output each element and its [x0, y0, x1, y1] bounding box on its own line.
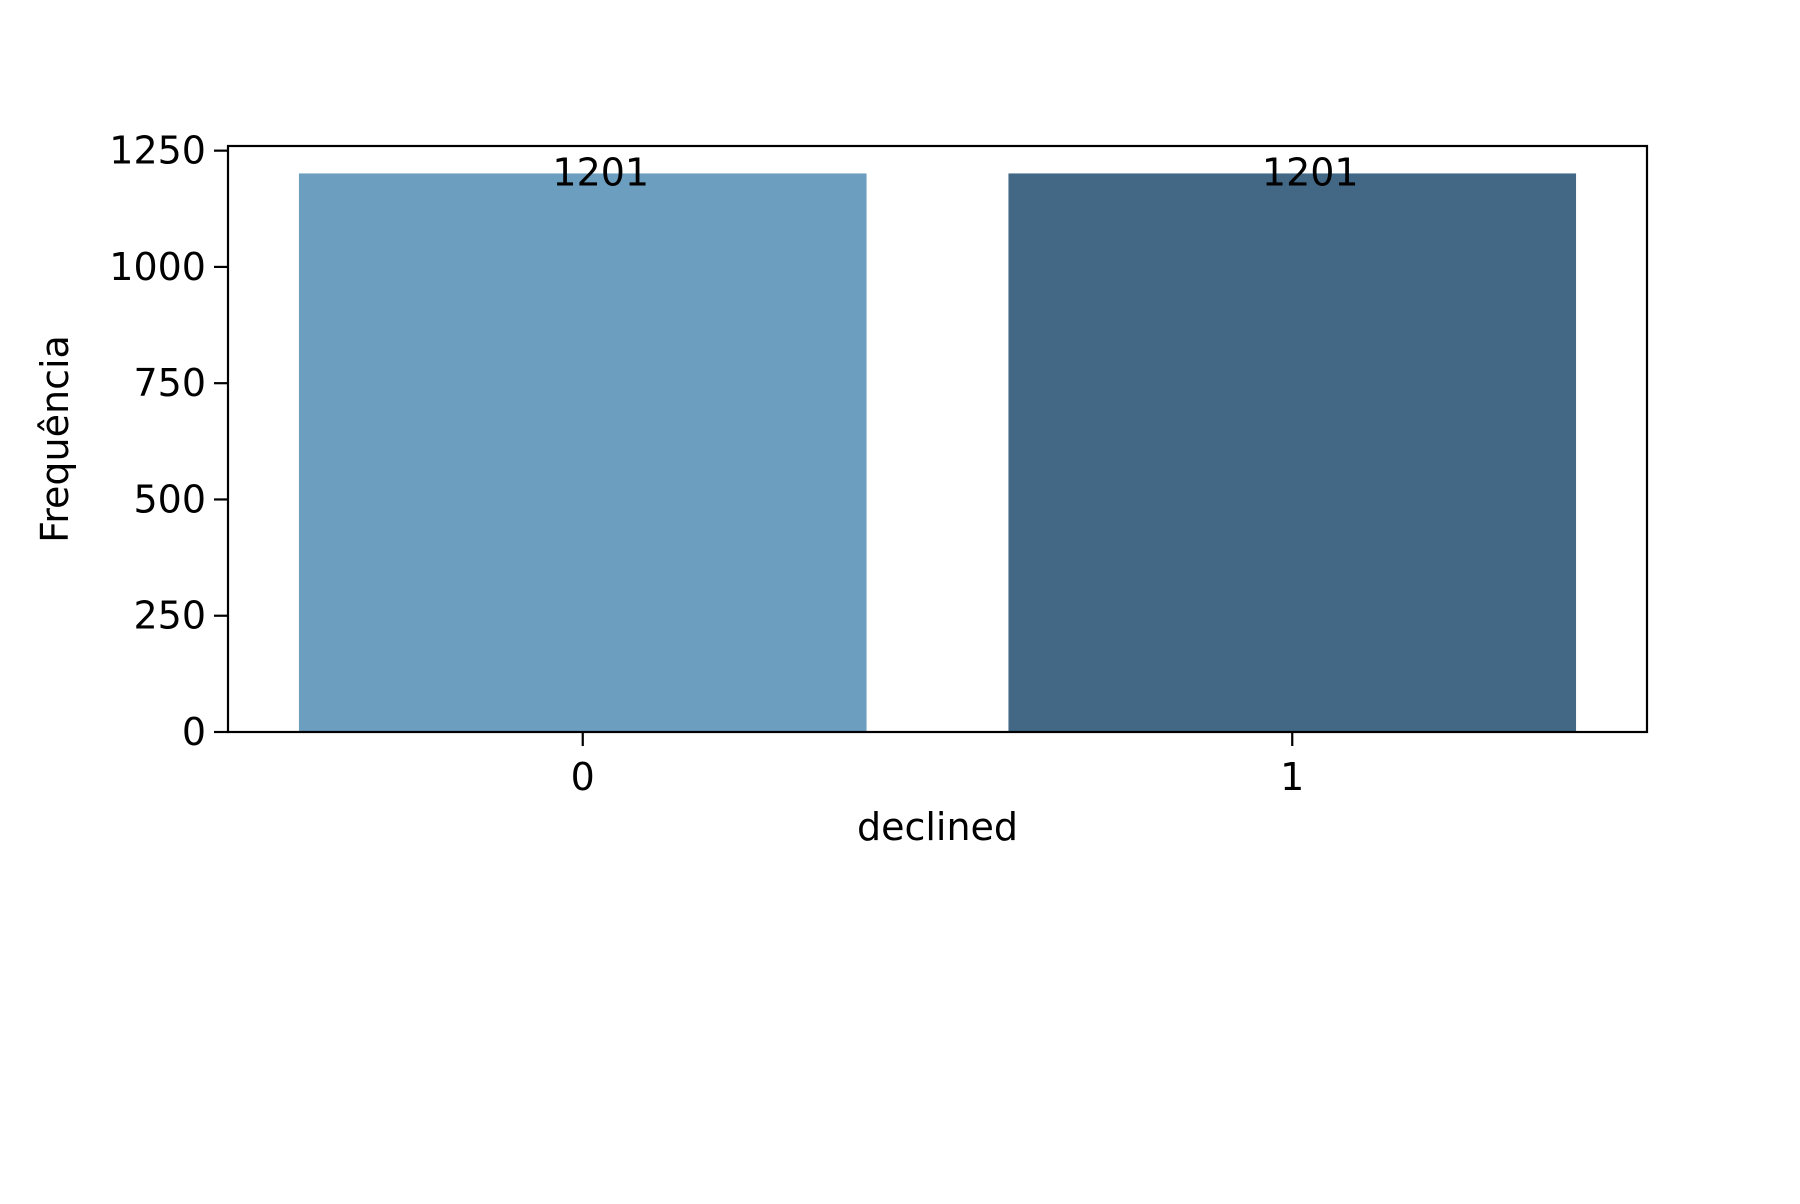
x-tick-label: 1: [1280, 755, 1304, 799]
x-tick-label: 0: [571, 755, 595, 799]
y-axis-ticks: 0 250 500 750 1000 1250: [109, 129, 228, 754]
y-tick-label: 0: [182, 710, 206, 754]
x-axis-label: declined: [857, 805, 1018, 849]
y-axis-label: Frequência: [33, 335, 77, 543]
data-label: 1201: [1262, 150, 1359, 194]
y-tick-label: 1250: [109, 129, 206, 173]
axes-layer: [226, 144, 1649, 734]
y-tick-label: 750: [133, 361, 206, 405]
data-label: 1201: [552, 150, 649, 194]
bars-layer: [298, 173, 1577, 732]
y-tick-label: 250: [133, 594, 206, 638]
data-labels-layer: 1201 1201: [552, 150, 1358, 194]
y-tick-label: 1000: [109, 245, 206, 289]
bar-0: [298, 173, 867, 732]
bar-1: [1008, 173, 1577, 732]
plot-frame: [226, 144, 1649, 734]
y-tick-label: 500: [133, 477, 206, 521]
